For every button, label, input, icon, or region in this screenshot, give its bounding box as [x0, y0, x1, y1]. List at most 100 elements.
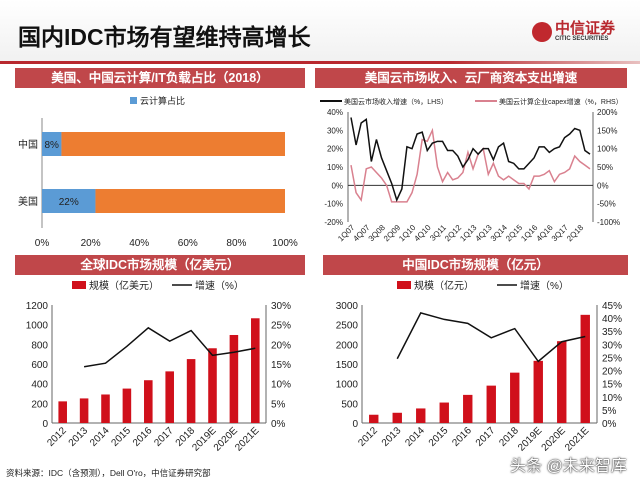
- chart2-title: 美国云市场收入、云厂商资本支出增速: [315, 68, 627, 88]
- legend-label: 增速（%）: [520, 279, 569, 292]
- x-tick-label: 2016: [450, 425, 474, 449]
- x-tick-label: 20%: [81, 238, 101, 249]
- bar: [510, 372, 520, 423]
- y-right-tick-label: 100%: [597, 145, 617, 154]
- x-tick-label: 100%: [272, 238, 298, 249]
- x-tick-label: 2015: [110, 425, 134, 449]
- legend-swatch: [130, 97, 137, 104]
- y-left-tick-label: 2000: [336, 340, 359, 351]
- legend-label: 规模（亿元）: [414, 279, 474, 292]
- y-left-tick-label: 400: [31, 380, 48, 391]
- x-tick-label: 2015: [427, 425, 451, 449]
- y-left-tick-label: 500: [341, 399, 358, 410]
- bar-cloud-share: [42, 132, 62, 156]
- y-right-tick-label: 10%: [602, 393, 622, 404]
- y-right-tick-label: 30%: [271, 301, 291, 312]
- legend-label: 增速（%）: [195, 279, 244, 292]
- data-label: 8%: [44, 140, 59, 151]
- y-left-tick-label: 2500: [336, 321, 359, 332]
- watermark: 头条 @未来智库: [510, 458, 627, 475]
- legend-swatch-bar: [72, 281, 86, 289]
- bar: [144, 380, 153, 423]
- page-title: 国内IDC市场有望维持高增长: [18, 24, 311, 50]
- y-left-tick-label: 10%: [327, 163, 343, 172]
- growth-line: [83, 326, 256, 368]
- bar: [229, 334, 239, 423]
- x-tick-label: 80%: [226, 238, 246, 249]
- bar: [79, 398, 89, 423]
- bar: [557, 341, 567, 423]
- y-right-tick-label: 40%: [602, 314, 622, 325]
- y-left-tick-label: 0%: [331, 181, 343, 190]
- y-left-tick-label: 600: [31, 360, 48, 371]
- y-left-tick-label: 1000: [26, 321, 49, 332]
- x-tick-label: 2021E: [563, 425, 591, 453]
- data-label: 22%: [59, 197, 79, 208]
- bar: [580, 314, 590, 423]
- x-tick-label: 2012: [45, 425, 69, 449]
- bar: [416, 408, 426, 423]
- x-tick-label: 60%: [178, 238, 198, 249]
- x-tick-label: 0%: [35, 238, 50, 249]
- bar: [486, 385, 496, 423]
- chart1-title: 美国、中国云计算/IT负载占比（2018）: [15, 68, 305, 88]
- chart3-title: 全球IDC市场规模（亿美元）: [15, 255, 305, 275]
- y-left-tick-label: 40%: [327, 108, 343, 117]
- logo-cn: 中信证券: [555, 20, 616, 37]
- y-right-tick-label: 25%: [602, 353, 622, 364]
- y-right-tick-label: -50%: [597, 200, 616, 209]
- y-right-tick-label: 45%: [602, 301, 622, 312]
- bar: [439, 402, 449, 423]
- y-left-tick-label: -20%: [324, 218, 343, 227]
- source-note: 资料来源：IDC（含预测），Dell O'ro，中信证券研究部: [6, 468, 211, 478]
- y-right-tick-label: 25%: [271, 321, 291, 332]
- x-tick-label: 2021E: [233, 425, 261, 453]
- bar: [251, 318, 260, 423]
- citic-logo-mark-icon: [532, 22, 552, 42]
- x-tick-label: 2013: [67, 425, 91, 449]
- y-right-tick-label: 35%: [602, 327, 622, 338]
- x-tick-label: 2014: [88, 425, 112, 449]
- x-tick-label: 2016: [131, 425, 155, 449]
- growth-line: [396, 311, 586, 363]
- series-revenue-line: [350, 117, 591, 203]
- y-left-tick-label: 20%: [327, 145, 343, 154]
- x-tick-label: 2019E: [516, 425, 544, 453]
- y-left-tick-label: 3000: [336, 301, 359, 312]
- bar: [463, 394, 473, 423]
- bar-cloud-share: [42, 189, 96, 213]
- bar: [122, 388, 132, 423]
- y-right-tick-label: 150%: [597, 126, 617, 135]
- y-left-tick-label: 30%: [327, 126, 343, 135]
- bar-remainder: [61, 132, 285, 156]
- y-right-tick-label: 15%: [602, 380, 622, 391]
- y-right-tick-label: -100%: [597, 218, 620, 227]
- bar: [208, 348, 217, 423]
- y-left-tick-label: 1000: [336, 380, 359, 391]
- y-right-tick-label: 50%: [597, 163, 613, 172]
- x-tick-label: 2020E: [540, 425, 568, 453]
- x-tick-label: 2013: [380, 425, 404, 449]
- y-right-tick-label: 200%: [597, 108, 617, 117]
- y-right-tick-label: 5%: [602, 406, 617, 417]
- y-right-tick-label: 5%: [271, 399, 286, 410]
- legend-swatch-bar: [397, 281, 411, 289]
- x-tick-label: 2012: [356, 425, 380, 449]
- y-right-tick-label: 0%: [271, 419, 286, 430]
- logo-en: CITIC SECURITIES: [555, 36, 609, 42]
- y-right-tick-label: 0%: [597, 181, 609, 190]
- category-label: 美国: [18, 195, 38, 208]
- divider: [0, 61, 640, 64]
- bar: [392, 412, 402, 423]
- y-left-tick-label: 1200: [26, 301, 49, 312]
- bar: [369, 414, 379, 423]
- x-tick-label: 4Q10: [412, 223, 433, 244]
- bar: [101, 394, 110, 423]
- x-tick-label: 2017: [474, 425, 498, 449]
- category-label: 中国: [18, 138, 38, 151]
- y-right-tick-label: 20%: [271, 340, 291, 351]
- bar: [165, 371, 174, 423]
- bar-remainder: [95, 189, 286, 213]
- y-left-tick-label: -10%: [324, 200, 343, 209]
